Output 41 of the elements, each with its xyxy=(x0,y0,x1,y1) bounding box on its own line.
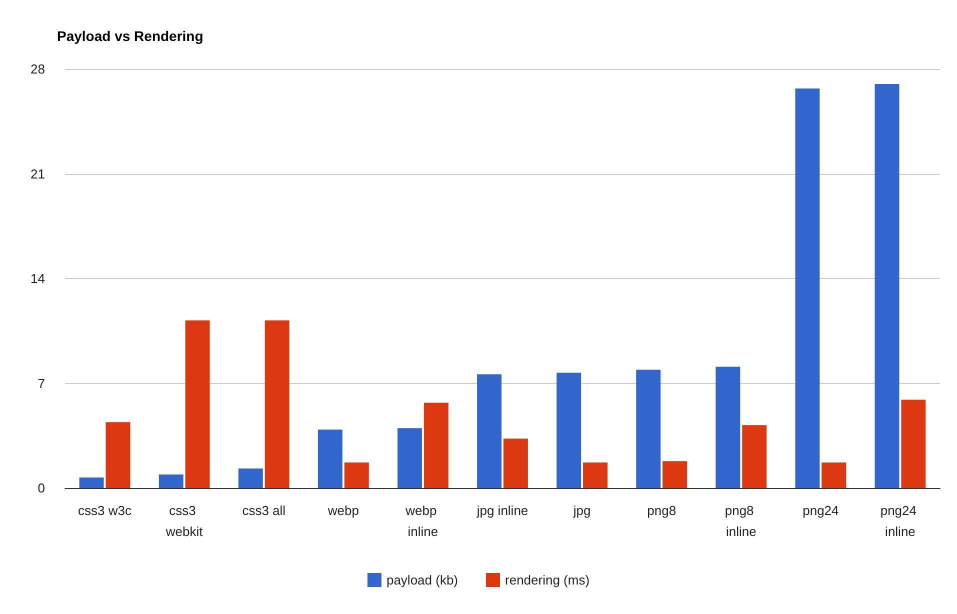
bar xyxy=(874,84,900,488)
bar xyxy=(318,430,342,488)
y-tick-label: 7 xyxy=(38,376,45,391)
bar xyxy=(503,438,528,488)
x-tick-label: webp xyxy=(326,503,359,518)
legend-label: rendering (ms) xyxy=(505,572,590,588)
x-tick-label: jpg xyxy=(572,503,591,518)
chart-title: Payload vs Rendering xyxy=(57,28,204,44)
bar xyxy=(716,366,740,488)
bar xyxy=(822,462,846,488)
x-tick-label: png8 inline xyxy=(724,503,758,539)
x-tick-label: css3 w3c xyxy=(78,503,132,518)
bar xyxy=(238,468,263,488)
bar xyxy=(158,474,184,488)
y-tick-label: 21 xyxy=(30,166,45,182)
bar xyxy=(79,478,104,488)
bar xyxy=(583,462,608,488)
bar xyxy=(264,320,290,488)
x-tick-label: png24 inline xyxy=(880,503,920,539)
bar xyxy=(424,402,448,488)
x-tick-label: png8 xyxy=(647,503,676,518)
bar xyxy=(477,374,502,488)
y-tick-label: 0 xyxy=(38,480,45,496)
bar xyxy=(662,461,688,488)
bar xyxy=(742,425,767,488)
bar xyxy=(185,320,210,488)
bar xyxy=(901,400,926,488)
bar xyxy=(636,370,661,488)
bar xyxy=(398,428,422,488)
bar xyxy=(344,462,369,488)
x-tick-label: webp inline xyxy=(404,503,440,539)
bar xyxy=(556,372,582,488)
legend-label: payload (kb) xyxy=(386,572,458,588)
x-tick-label: jpg inline xyxy=(476,503,528,518)
x-tick-label: css3 all xyxy=(242,503,286,518)
y-tick-label: 28 xyxy=(30,62,45,76)
x-tick-label: css3 webkit xyxy=(164,503,204,539)
bar xyxy=(106,422,130,488)
bar xyxy=(795,88,820,488)
x-tick-label: png24 xyxy=(802,503,839,518)
y-tick-label: 14 xyxy=(30,271,45,286)
